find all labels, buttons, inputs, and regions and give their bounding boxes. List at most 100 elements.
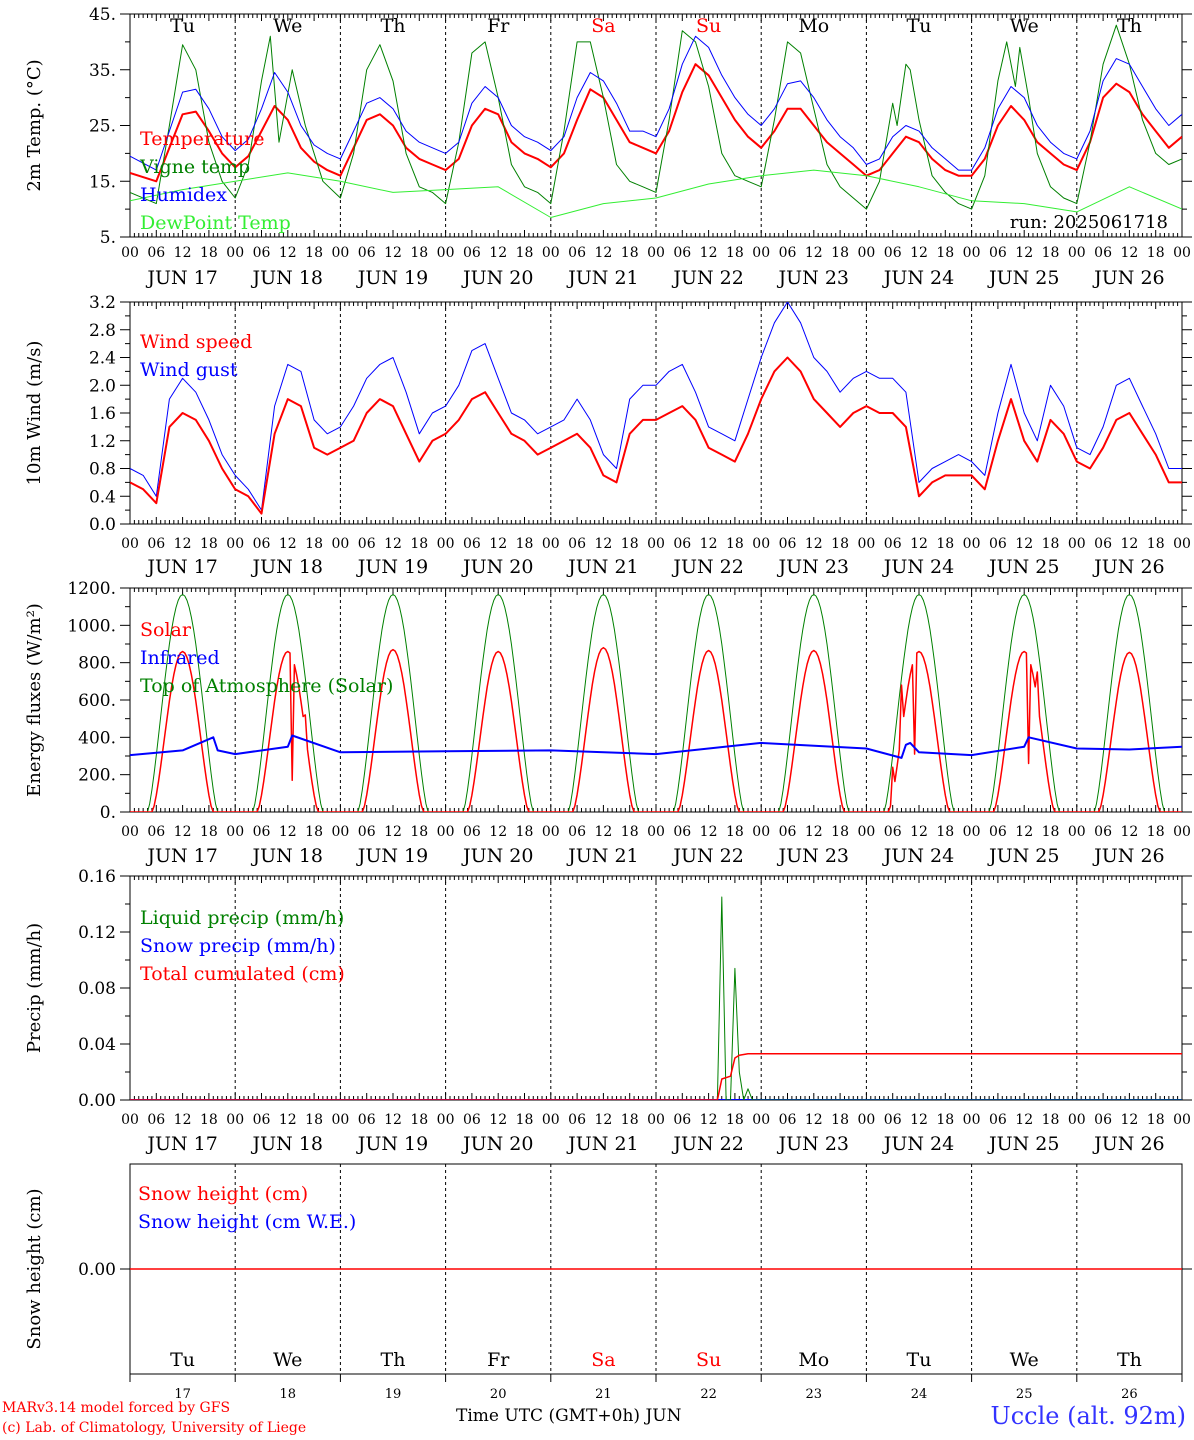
temperature-hour-label: 00 xyxy=(542,245,560,261)
precip-hour-label: 12 xyxy=(910,1112,928,1128)
precip-hour-label: 12 xyxy=(805,1112,823,1128)
precip-hour-label: 12 xyxy=(174,1112,192,1128)
precip-hour-label: 06 xyxy=(779,1112,797,1128)
precip-hour-label: 06 xyxy=(358,1112,376,1128)
temperature-hour-label: 18 xyxy=(1042,245,1060,261)
weekday-label-top: Fr xyxy=(487,15,510,37)
energy-hour-label: 18 xyxy=(1147,824,1165,840)
precip-hour-label: 00 xyxy=(121,1112,139,1128)
wind-hour-label: 06 xyxy=(1094,536,1112,552)
precip-ytick-label: 0.08 xyxy=(78,979,116,999)
temperature-hour-label: 18 xyxy=(516,245,534,261)
temperature-hour-label: 00 xyxy=(647,245,665,261)
energy-hour-label: 12 xyxy=(174,824,192,840)
wind-hour-label: 18 xyxy=(305,536,323,552)
wind-hour-label: 00 xyxy=(857,536,875,552)
energy-hour-label: 12 xyxy=(279,824,297,840)
legend-snow-height-cm-: Snow height (cm) xyxy=(138,1183,308,1205)
series-dewpoint-temp xyxy=(130,169,1182,218)
energy-frame xyxy=(129,587,1183,813)
wind-hour-label: 12 xyxy=(700,536,718,552)
wind-date-label: JUN 18 xyxy=(251,556,323,578)
energy-ytick-label: 200. xyxy=(78,766,116,786)
precip-date-label: JUN 18 xyxy=(251,1133,323,1155)
energy-hour-label: 00 xyxy=(226,824,244,840)
wind-hour-label: 18 xyxy=(410,536,428,552)
wind-ytick-label: 3.2 xyxy=(89,293,116,313)
energy-ytick-label: 1200. xyxy=(67,579,116,599)
weekday-label-top: We xyxy=(273,15,302,37)
temperature-hour-label: 06 xyxy=(147,245,165,261)
day-number-label: 21 xyxy=(595,1387,612,1400)
precip-hour-label: 18 xyxy=(621,1112,639,1128)
temperature-hour-label: 00 xyxy=(121,245,139,261)
precip-hour-label: 18 xyxy=(936,1112,954,1128)
precip-hour-label: 06 xyxy=(673,1112,691,1128)
temperature-ytick-label: 25. xyxy=(89,117,116,137)
panel-temperature: 5. 15. 25. 35. 45. 2m Temp. (°C) 00 06 12 18 JUN 1… xyxy=(24,5,1192,289)
weekday-label-top: Tu xyxy=(907,15,932,37)
precip-hour-label: 00 xyxy=(647,1112,665,1128)
wind-date-label: JUN 24 xyxy=(882,556,954,578)
temperature-hour-label: 18 xyxy=(305,245,323,261)
temperature-hour-label: 00 xyxy=(331,245,349,261)
energy-hour-label: 18 xyxy=(305,824,323,840)
wind-hour-label: 12 xyxy=(384,536,402,552)
temperature-hour-label: 18 xyxy=(1147,245,1165,261)
temperature-hour-label: 12 xyxy=(910,245,928,261)
series-liquid-precip xyxy=(130,896,1182,1100)
precip-ytick-label: 0.00 xyxy=(78,1091,116,1111)
temperature-hour-label: 00 xyxy=(857,245,875,261)
temperature-hour-label: 06 xyxy=(884,245,902,261)
temperature-hour-label: 18 xyxy=(621,245,639,261)
temperature-hour-label: 06 xyxy=(253,245,271,261)
wind-hour-label: 06 xyxy=(779,536,797,552)
temperature-date-label: JUN 21 xyxy=(566,267,638,289)
wind-ytick-label: 0.0 xyxy=(89,515,116,535)
energy-hour-label: 18 xyxy=(936,824,954,840)
temperature-hour-label: 12 xyxy=(805,245,823,261)
temperature-hour-label: 18 xyxy=(410,245,428,261)
wind-date-label: JUN 17 xyxy=(145,556,217,578)
temperature-ytick-label: 35. xyxy=(89,61,116,81)
series-temperature xyxy=(130,63,1182,183)
energy-hour-label: 12 xyxy=(489,824,507,840)
day-number-label: 23 xyxy=(806,1387,823,1400)
energy-ytick-label: 800. xyxy=(78,654,116,674)
energy-date-label: JUN 20 xyxy=(461,845,533,867)
temperature-hour-label: 06 xyxy=(463,245,481,261)
day-number-label: 22 xyxy=(700,1387,717,1400)
precip-hour-label: 12 xyxy=(384,1112,402,1128)
temperature-date-label: JUN 19 xyxy=(356,267,428,289)
series-wind-gust xyxy=(130,302,1182,511)
energy-hour-label: 12 xyxy=(384,824,402,840)
precip-hour-label: 18 xyxy=(1147,1112,1165,1128)
precip-hour-label: 00 xyxy=(437,1112,455,1128)
wind-ytick-label: 1.6 xyxy=(89,404,116,424)
legend-temperature: Temperature xyxy=(140,128,264,150)
energy-hour-label: 06 xyxy=(1094,824,1112,840)
energy-hour-label: 00 xyxy=(647,824,665,840)
precip-hour-label: 00 xyxy=(542,1112,560,1128)
wind-date-label: JUN 19 xyxy=(356,556,428,578)
precip-hour-label: 18 xyxy=(200,1112,218,1128)
energy-date-label: JUN 18 xyxy=(251,845,323,867)
precip-date-label: JUN 19 xyxy=(356,1133,428,1155)
precip-date-label: JUN 17 xyxy=(145,1133,217,1155)
wind-ytick-label: 1.2 xyxy=(89,432,116,452)
day-number-label: 24 xyxy=(911,1387,928,1400)
wind-hour-label: 00 xyxy=(542,536,560,552)
snow-ytick-label: 0.00 xyxy=(78,1260,116,1280)
weekday-label-bottom: Tu xyxy=(170,1349,195,1371)
precip-hour-label: 00 xyxy=(752,1112,770,1128)
x-axis-title: Time UTC (GMT+0h) JUN xyxy=(456,1406,682,1426)
precip-hour-label: 06 xyxy=(884,1112,902,1128)
wind-plot-area xyxy=(130,302,1182,515)
wind-hour-label: 12 xyxy=(910,536,928,552)
energy-hour-label: 12 xyxy=(910,824,928,840)
precip-hour-label: 06 xyxy=(253,1112,271,1128)
energy-ytick-label: 600. xyxy=(78,691,116,711)
temperature-hour-label: 12 xyxy=(174,245,192,261)
temperature-hour-label: 12 xyxy=(594,245,612,261)
temperature-hour-label: 12 xyxy=(1120,245,1138,261)
